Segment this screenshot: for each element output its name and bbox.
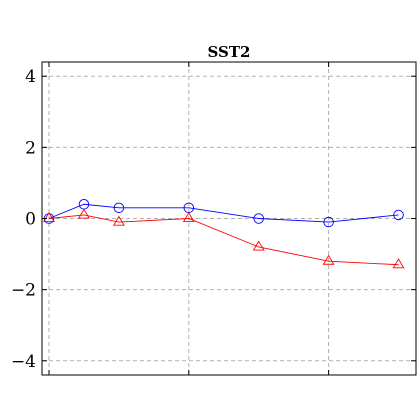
data-point: [252, 240, 265, 251]
data-point: [77, 208, 90, 219]
data-point: [182, 212, 195, 223]
y-tick-label: 0: [25, 210, 36, 230]
data-point: [322, 254, 335, 265]
y-tick-label: 2: [25, 138, 36, 158]
series-layer: [43, 199, 405, 269]
data-point: [393, 209, 404, 221]
series-2: [43, 208, 405, 269]
data-point: [112, 215, 125, 226]
y-tick-label: −2: [11, 281, 36, 301]
data-point: [253, 213, 264, 224]
y-tick-label: −4: [11, 352, 36, 372]
data-point: [323, 216, 334, 228]
series-1: [43, 199, 404, 228]
data-point: [113, 202, 125, 214]
series-line: [48, 203, 399, 223]
y-tick-label: 4: [25, 67, 36, 87]
series-line: [48, 214, 399, 266]
tick-layer: −4 −2 0 2 4: [11, 62, 416, 375]
chart-title: SST2: [208, 43, 251, 61]
data-point: [392, 258, 405, 269]
data-point: [43, 212, 55, 223]
